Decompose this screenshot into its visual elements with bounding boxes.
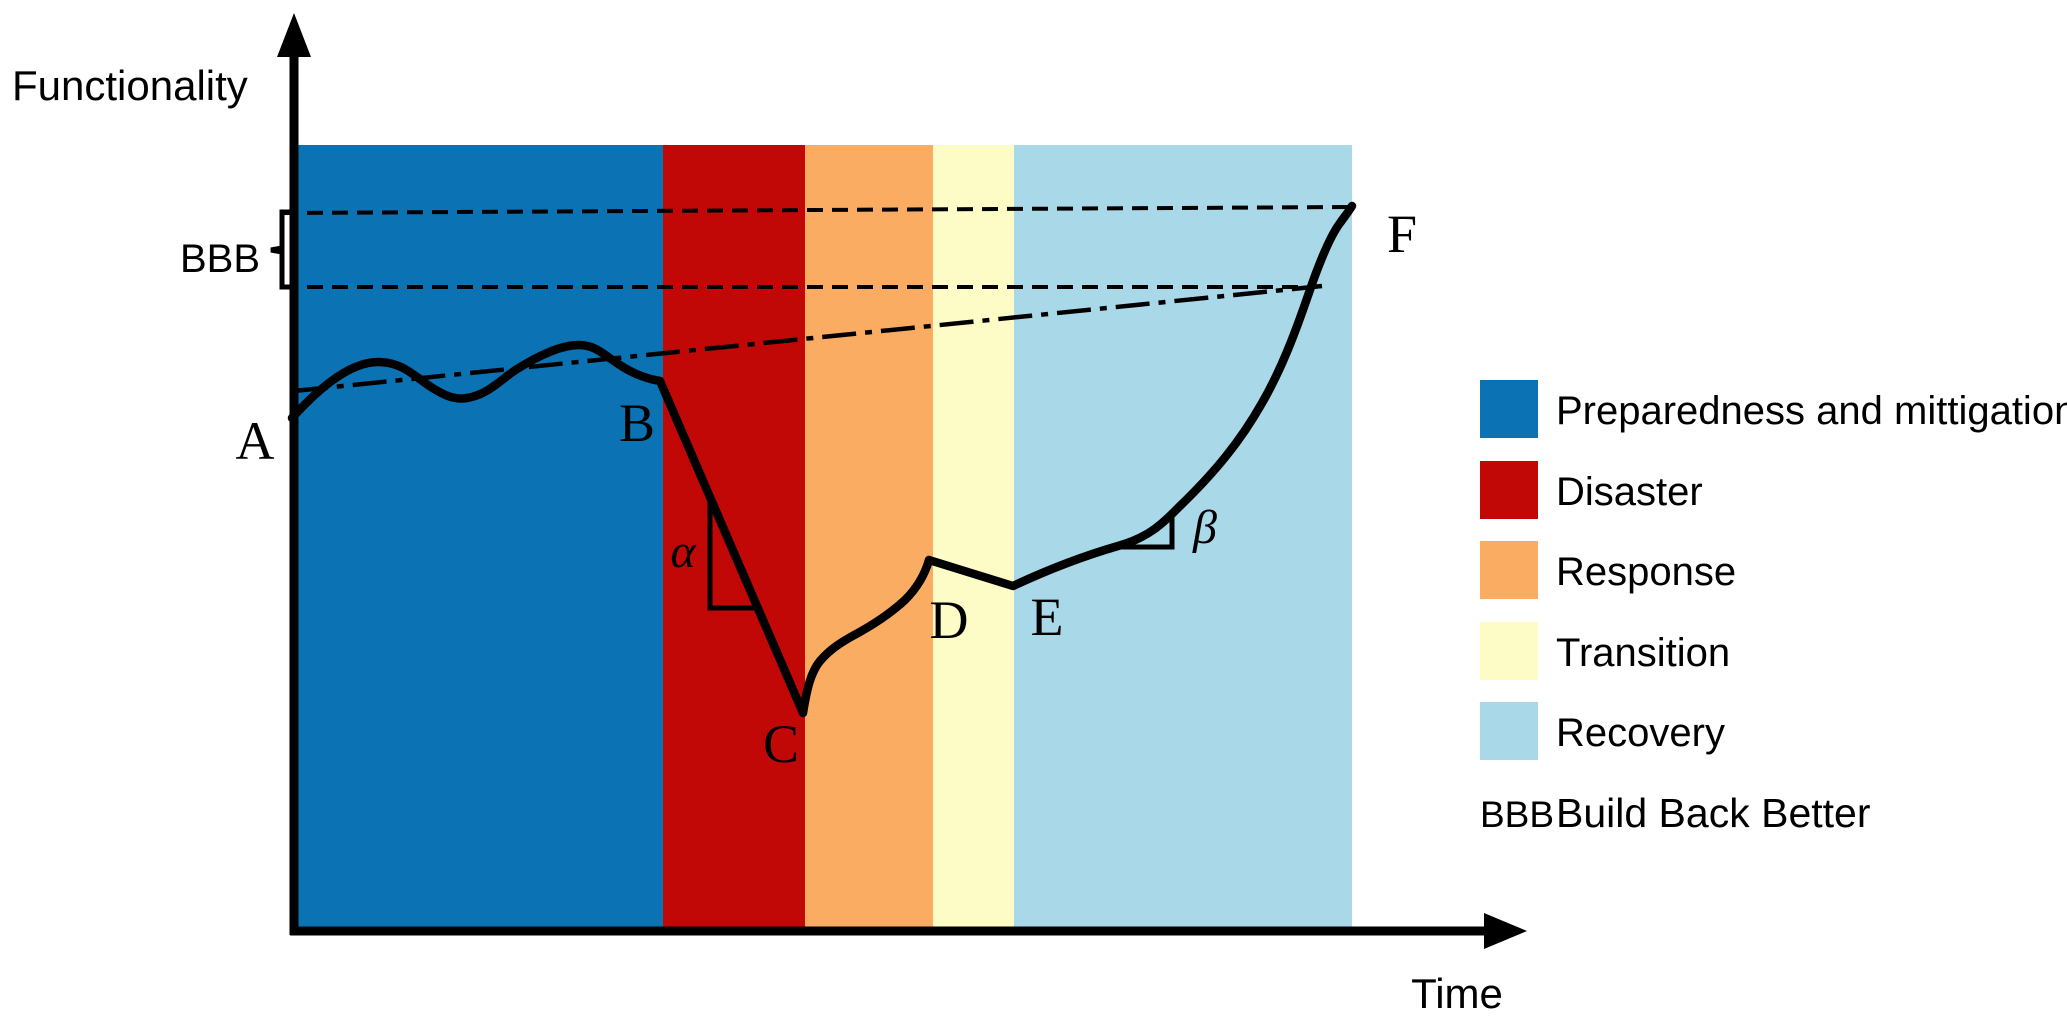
point-label-a: A xyxy=(236,411,275,471)
legend-label-preparedness: Preparedness and mittigation xyxy=(1556,389,2067,433)
band-recovery xyxy=(1014,145,1352,928)
band-response xyxy=(805,145,933,928)
legend-label-response: Response xyxy=(1556,550,1736,594)
y-axis-arrowhead xyxy=(277,13,311,57)
point-label-c: C xyxy=(763,714,799,774)
x-axis-title: Time xyxy=(1411,970,1503,1017)
legend-label-disaster: Disaster xyxy=(1556,470,1703,514)
pre-disaster-trend-dashdot-line xyxy=(293,283,1323,394)
phase-bands xyxy=(296,145,1352,928)
legend-swatch-disaster xyxy=(1480,461,1538,519)
band-disaster xyxy=(663,145,805,928)
legend-swatch-transition xyxy=(1480,622,1538,680)
beta-label: β xyxy=(1192,501,1217,554)
y-axis-title: Functionality xyxy=(12,62,248,109)
legend-bbb-abbr: BBB xyxy=(1480,794,1554,835)
legend-label-recovery: Recovery xyxy=(1556,711,1725,755)
legend-label-transition: Transition xyxy=(1556,631,1730,675)
alpha-angle-triangle xyxy=(707,497,758,611)
legend-swatch-response xyxy=(1480,541,1538,599)
point-label-e: E xyxy=(1031,587,1064,647)
point-label-b: B xyxy=(619,393,655,453)
point-label-d: D xyxy=(930,590,969,650)
point-label-f: F xyxy=(1387,204,1417,264)
alpha-label: α xyxy=(670,525,696,578)
legend-bbb-label: Build Back Better xyxy=(1556,790,1871,836)
final-functionality-dashed-line xyxy=(281,205,1353,215)
bbb-annotation-label: BBB xyxy=(180,237,260,281)
bbb-bracket xyxy=(270,209,293,290)
band-transition xyxy=(933,145,1014,928)
functionality-curve xyxy=(287,201,1357,718)
beta-angle-triangle xyxy=(1118,510,1175,550)
x-axis-arrowhead xyxy=(1484,913,1527,949)
band-preparedness xyxy=(296,145,663,928)
legend-swatch-preparedness xyxy=(1480,380,1538,438)
legend-swatch-recovery xyxy=(1480,702,1538,760)
legend: Preparedness and mittigation Disaster Re… xyxy=(1480,380,2067,836)
